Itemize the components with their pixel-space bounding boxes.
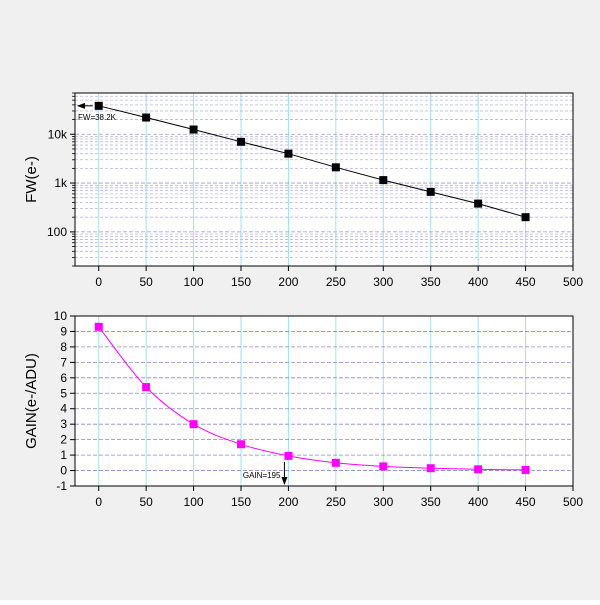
y-tick-label: 9 (60, 324, 67, 338)
y-tick-label: 0 (60, 464, 67, 478)
x-axis: 0 50 100 150 200 250 300 350 400 450 500 (95, 266, 583, 289)
x-tick-label: 0 (95, 275, 102, 289)
chart-1: 0 50 100 150 200 250 300 350 400 450 500 100 1k 10k FW… (23, 92, 583, 289)
y-tick-label: 100 (47, 225, 67, 239)
y-axis: -10 12 34 56 78 910 (54, 309, 75, 493)
y-tick-label: 1 (60, 448, 67, 462)
y-tick-label: 8 (60, 340, 67, 354)
data-point (521, 465, 530, 474)
x-tick-label: 400 (468, 495, 488, 509)
y-axis-title: FW(e-) (23, 156, 40, 203)
y-tick-label: 10k (48, 127, 68, 141)
x-tick-label: 450 (516, 275, 536, 289)
data-point (331, 163, 340, 172)
data-point (426, 187, 435, 196)
data-point (237, 440, 245, 449)
annotation-label: GAIN=195 (243, 471, 281, 480)
data-point (142, 113, 151, 122)
plot-frame (74, 92, 574, 267)
x-tick-label: 150 (231, 275, 251, 289)
data-point (331, 458, 340, 467)
plot-area (75, 93, 573, 266)
series (94, 322, 530, 474)
x-tick-label: 400 (468, 275, 488, 289)
data-point (189, 420, 198, 429)
y-tick-label: 4 (60, 402, 67, 416)
y-tick-label: 1k (54, 176, 68, 190)
chart-2: 0 50 100 150 200 250 300 350 400 450 500-101234567… (23, 309, 583, 509)
data-point (94, 322, 103, 331)
data-point (284, 149, 293, 158)
data-point (474, 199, 483, 208)
x-tick-label: 300 (373, 275, 393, 289)
series (94, 101, 530, 222)
x-tick-label: 250 (326, 275, 346, 289)
y-tick-label: 3 (60, 417, 67, 431)
x-tick-label: 200 (278, 495, 298, 509)
data-point (189, 125, 198, 134)
x-tick-label: 350 (421, 495, 441, 509)
data-point (94, 101, 103, 110)
y-tick-label: 10 (54, 309, 68, 323)
y-tick-label: 5 (60, 386, 67, 400)
data-point (284, 451, 293, 460)
x-tick-label: 300 (373, 495, 393, 509)
y-tick-label: -1 (56, 479, 67, 493)
y-tick-label: 2 (60, 433, 67, 447)
data-point (379, 176, 388, 185)
x-tick-label: 250 (326, 495, 346, 509)
data-point (379, 462, 388, 471)
x-tick-label: 500 (563, 275, 583, 289)
x-tick-label: 150 (231, 495, 251, 509)
x-tick-label: 100 (184, 275, 204, 289)
data-point (426, 464, 435, 473)
y-tick-label: 6 (60, 371, 67, 385)
y-axis-title: GAIN(e-/ADU) (23, 353, 40, 449)
annotation: FW=38.2K (77, 102, 117, 122)
x-tick-label: 350 (421, 275, 441, 289)
data-point (237, 137, 245, 146)
data-point (474, 465, 483, 474)
y-tick-label: 7 (60, 355, 67, 369)
x-tick-label: 0 (95, 495, 102, 509)
x-tick-label: 450 (516, 495, 536, 509)
x-tick-label: 200 (278, 275, 298, 289)
data-point (142, 383, 151, 392)
x-tick-label: 50 (139, 495, 153, 509)
data-point (521, 213, 530, 222)
series-line (98, 105, 526, 218)
series-line (98, 326, 526, 471)
x-tick-label: 100 (184, 495, 204, 509)
annotation: GAIN=195 (243, 461, 288, 485)
annotation-label: FW=38.2K (78, 113, 117, 122)
x-tick-label: 500 (563, 495, 583, 509)
y-axis: 100 1k 10k (47, 92, 75, 267)
plot-area (75, 316, 573, 486)
plot-frame (74, 315, 574, 487)
x-axis: 0 50 100 150 200 250 300 350 400 450 500 (95, 486, 583, 509)
x-tick-label: 50 (139, 275, 153, 289)
